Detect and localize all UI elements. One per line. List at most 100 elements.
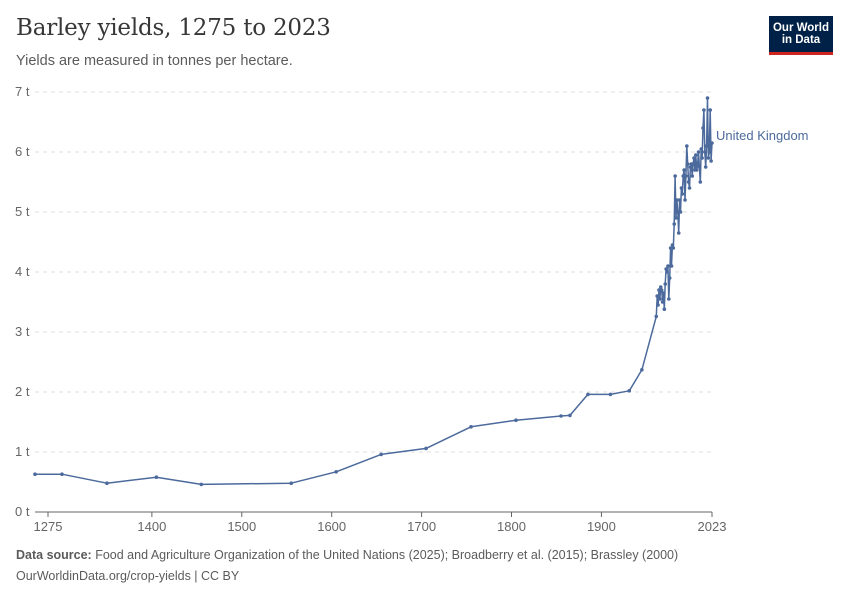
license-line: OurWorldinData.org/crop-yields | CC BY	[16, 569, 239, 583]
y-tick-label: 5 t	[15, 204, 30, 219]
data-point	[656, 303, 660, 307]
data-point	[684, 174, 688, 178]
data-point	[709, 159, 713, 163]
data-point	[424, 446, 428, 451]
data-point	[379, 452, 383, 457]
y-tick-label: 1 t	[15, 444, 30, 459]
data-point	[685, 144, 689, 148]
data-point	[674, 216, 678, 220]
data-point	[700, 156, 704, 160]
data-point	[658, 285, 663, 289]
data-point	[694, 168, 699, 172]
data-point	[199, 482, 204, 487]
data-point	[668, 246, 673, 250]
data-point	[698, 180, 703, 184]
data-point	[665, 270, 669, 274]
data-point	[699, 147, 704, 151]
data-point	[663, 282, 668, 286]
logo-line-1: Our World	[772, 22, 829, 34]
x-tick-label: 1800	[497, 519, 526, 534]
x-axis-ticks: 1275 1400 1500 1600 1700 1800 1900 2023	[34, 512, 727, 534]
y-tick-label: 3 t	[15, 324, 30, 339]
chart-title: Barley yields, 1275 to 2023	[16, 15, 331, 41]
data-point	[334, 470, 338, 474]
data-point	[706, 156, 711, 160]
x-tick-label: 1600	[317, 519, 346, 534]
data-point	[33, 472, 37, 477]
y-tick-label: 7 t	[15, 84, 30, 99]
data-point	[661, 291, 666, 295]
data-point	[685, 162, 690, 166]
data-point	[688, 165, 693, 169]
data-point	[704, 144, 709, 148]
data-point	[707, 150, 712, 154]
x-tick-label: 2023	[698, 519, 727, 534]
data-point	[667, 297, 671, 301]
data-point	[677, 198, 682, 202]
data-point	[670, 243, 675, 247]
chart-subtitle: Yields are measured in tonnes per hectar…	[16, 53, 293, 69]
data-point	[676, 231, 681, 235]
data-point	[687, 186, 692, 190]
license-link[interactable]: OurWorldinData.org/crop-yields | CC BY	[16, 569, 240, 583]
data-point	[678, 210, 683, 214]
data-point	[691, 162, 695, 166]
data-point	[608, 392, 613, 397]
owid-logo[interactable]: Our World in Data	[769, 16, 833, 55]
data-point	[658, 297, 662, 301]
data-point	[696, 150, 701, 154]
data-point	[669, 264, 674, 268]
data-point	[695, 162, 700, 166]
data-point	[660, 300, 665, 304]
data-point	[702, 108, 706, 112]
logo-line-2: in Data	[781, 34, 821, 46]
data-point	[568, 413, 572, 418]
data-point	[514, 418, 518, 423]
data-point	[654, 314, 659, 319]
series-line	[35, 97, 713, 486]
data-point	[686, 180, 691, 184]
data-point	[679, 186, 684, 190]
source-label: Data source:	[16, 548, 92, 562]
data-point	[675, 198, 679, 202]
data-point	[664, 267, 668, 271]
data-point	[708, 108, 713, 112]
data-point	[60, 472, 64, 477]
data-point	[703, 165, 708, 169]
data-point	[105, 481, 109, 486]
x-tick-label: 1500	[227, 519, 256, 534]
data-point	[640, 368, 644, 372]
series-label: United Kingdom	[716, 128, 809, 143]
data-point	[703, 150, 707, 154]
data-point	[662, 307, 667, 312]
data-point	[672, 222, 677, 226]
data-point	[680, 192, 685, 196]
data-point	[683, 198, 687, 202]
data-point	[705, 96, 710, 100]
y-tick-label: 4 t	[15, 264, 30, 279]
data-point	[673, 174, 677, 178]
y-tick-label: 0 t	[15, 504, 30, 519]
data-point	[682, 168, 686, 172]
data-point	[657, 288, 661, 292]
line-chart: 0 t 1 t 2 t 3 t 4 t 5 t 6 t 7 t 1275 1400 1500 160…	[15, 84, 809, 534]
data-point	[627, 389, 632, 393]
data-point	[681, 174, 686, 178]
data-point	[697, 165, 702, 169]
data-point	[655, 294, 659, 298]
data-point	[676, 210, 680, 214]
data-point	[701, 126, 705, 130]
y-axis-ticks: 0 t 1 t 2 t 3 t 4 t 5 t 6 t 7 t	[15, 84, 30, 519]
y-tick-label: 2 t	[15, 384, 30, 399]
data-point	[710, 141, 714, 145]
data-point	[690, 174, 695, 178]
x-tick-label: 1275	[34, 519, 63, 534]
series-group: United Kingdom	[33, 96, 809, 487]
source-text: Food and Agriculture Organization of the…	[95, 548, 679, 562]
data-point	[469, 425, 473, 429]
data-point	[586, 392, 590, 397]
x-tick-label: 1700	[407, 519, 436, 534]
data-point	[559, 414, 563, 418]
data-point	[666, 264, 670, 268]
y-tick-label: 6 t	[15, 144, 30, 159]
